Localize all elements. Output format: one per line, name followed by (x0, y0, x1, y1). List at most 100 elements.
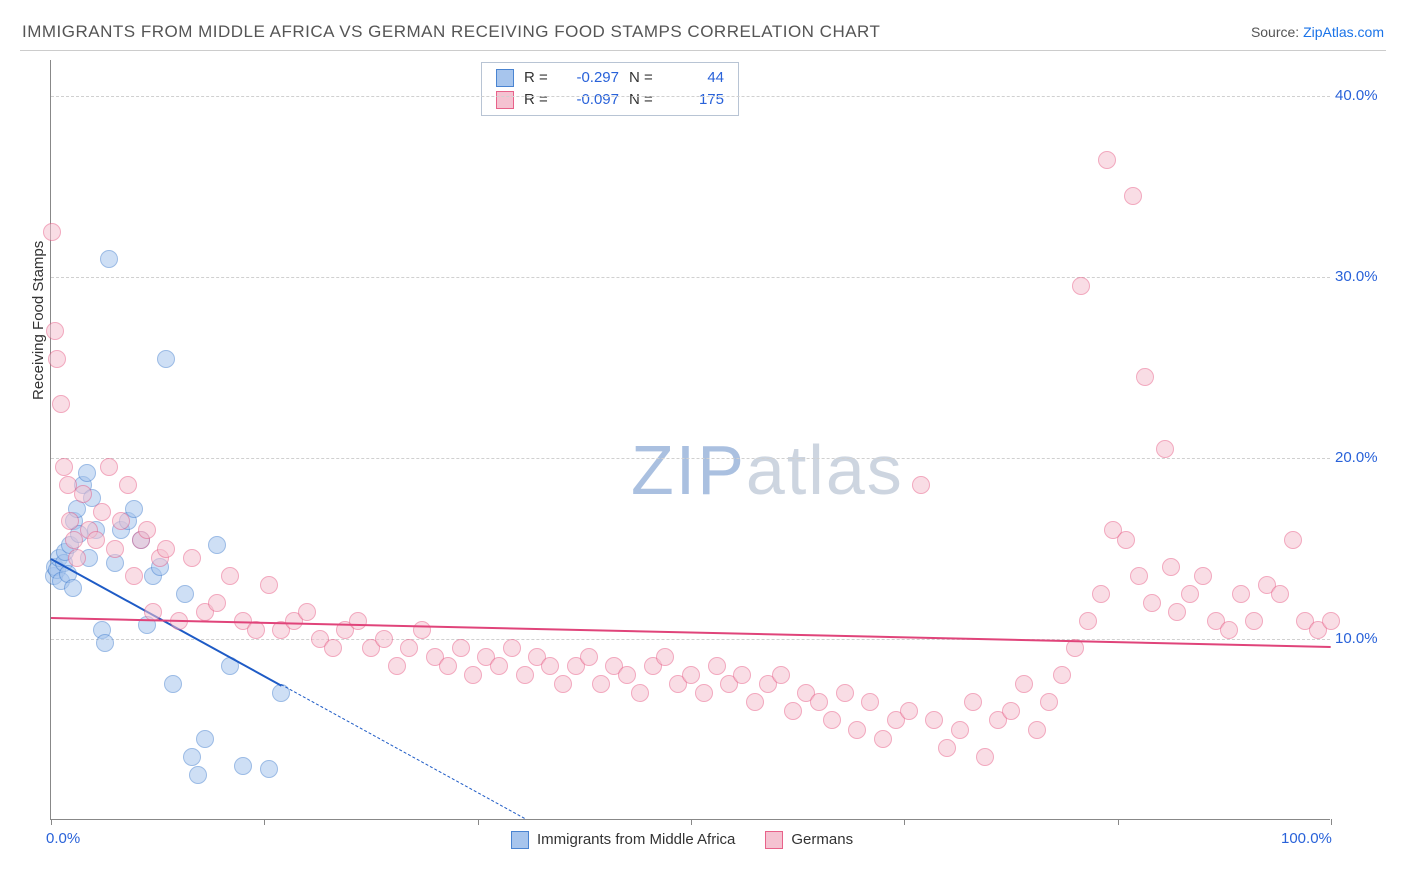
data-point (1284, 531, 1302, 549)
data-point (298, 603, 316, 621)
data-point (189, 766, 207, 784)
data-point (349, 612, 367, 630)
gridline (51, 96, 1330, 97)
legend-stats-row-2: R = -0.097 N = 175 (496, 89, 724, 111)
n-value-1: 44 (669, 67, 724, 89)
data-point (1098, 151, 1116, 169)
y-tick-label: 10.0% (1335, 630, 1390, 647)
data-point (100, 250, 118, 268)
n-label-1: N = (629, 67, 659, 89)
data-point (157, 540, 175, 558)
data-point (925, 711, 943, 729)
data-point (772, 666, 790, 684)
data-point (618, 666, 636, 684)
data-point (1015, 675, 1033, 693)
y-tick-label: 40.0% (1335, 87, 1390, 104)
data-point (1271, 585, 1289, 603)
data-point (912, 476, 930, 494)
r-label-2: R = (524, 89, 554, 111)
data-point (900, 702, 918, 720)
y-tick-label: 20.0% (1335, 449, 1390, 466)
data-point (951, 721, 969, 739)
data-point (119, 476, 137, 494)
data-point (554, 675, 572, 693)
data-point (68, 549, 86, 567)
data-point (106, 540, 124, 558)
data-point (375, 630, 393, 648)
data-point (976, 748, 994, 766)
legend-swatch-1 (496, 69, 514, 87)
data-point (260, 760, 278, 778)
data-point (234, 757, 252, 775)
data-point (1143, 594, 1161, 612)
watermark: ZIPatlas (631, 430, 904, 510)
data-point (74, 485, 92, 503)
data-point (656, 648, 674, 666)
data-point (938, 739, 956, 757)
data-point (93, 503, 111, 521)
data-point (221, 567, 239, 585)
legend-bottom: Immigrants from Middle Africa Germans (511, 831, 853, 849)
data-point (1245, 612, 1263, 630)
legend-label-2: Germans (791, 831, 853, 848)
data-point (580, 648, 598, 666)
data-point (1168, 603, 1186, 621)
chart-title: IMMIGRANTS FROM MIDDLE AFRICA VS GERMAN … (22, 22, 880, 42)
data-point (1053, 666, 1071, 684)
data-point (708, 657, 726, 675)
data-point (1124, 187, 1142, 205)
data-point (1181, 585, 1199, 603)
regression-line-dash (281, 684, 525, 819)
x-tick (264, 819, 265, 825)
scatter-chart: R = -0.297 N = 44 R = -0.097 N = 175 ZIP… (50, 60, 1330, 820)
data-point (260, 576, 278, 594)
data-point (631, 684, 649, 702)
data-point (196, 730, 214, 748)
x-tick (691, 819, 692, 825)
data-point (324, 639, 342, 657)
data-point (48, 350, 66, 368)
data-point (1117, 531, 1135, 549)
data-point (1079, 612, 1097, 630)
watermark-zip: ZIP (631, 431, 746, 509)
data-point (164, 675, 182, 693)
source-link[interactable]: ZipAtlas.com (1303, 24, 1384, 40)
source-label: Source: ZipAtlas.com (1251, 24, 1384, 40)
data-point (176, 585, 194, 603)
legend-item-2: Germans (765, 831, 853, 849)
y-tick-label: 30.0% (1335, 268, 1390, 285)
data-point (695, 684, 713, 702)
data-point (125, 567, 143, 585)
data-point (400, 639, 418, 657)
data-point (112, 512, 130, 530)
data-point (964, 693, 982, 711)
data-point (183, 748, 201, 766)
data-point (64, 579, 82, 597)
data-point (439, 657, 457, 675)
data-point (861, 693, 879, 711)
data-point (78, 464, 96, 482)
data-point (541, 657, 559, 675)
data-point (52, 395, 70, 413)
data-point (1136, 368, 1154, 386)
data-point (96, 634, 114, 652)
data-point (848, 721, 866, 739)
gridline (51, 277, 1330, 278)
data-point (516, 666, 534, 684)
r-value-1: -0.297 (564, 67, 619, 89)
data-point (1194, 567, 1212, 585)
data-point (452, 639, 470, 657)
data-point (100, 458, 118, 476)
title-divider (20, 50, 1386, 51)
data-point (1156, 440, 1174, 458)
data-point (592, 675, 610, 693)
data-point (46, 322, 64, 340)
data-point (43, 223, 61, 241)
legend-swatch-2 (496, 91, 514, 109)
x-tick (478, 819, 479, 825)
y-axis-label: Receiving Food Stamps (30, 241, 47, 400)
gridline (51, 458, 1330, 459)
data-point (1162, 558, 1180, 576)
data-point (682, 666, 700, 684)
x-tick (1118, 819, 1119, 825)
